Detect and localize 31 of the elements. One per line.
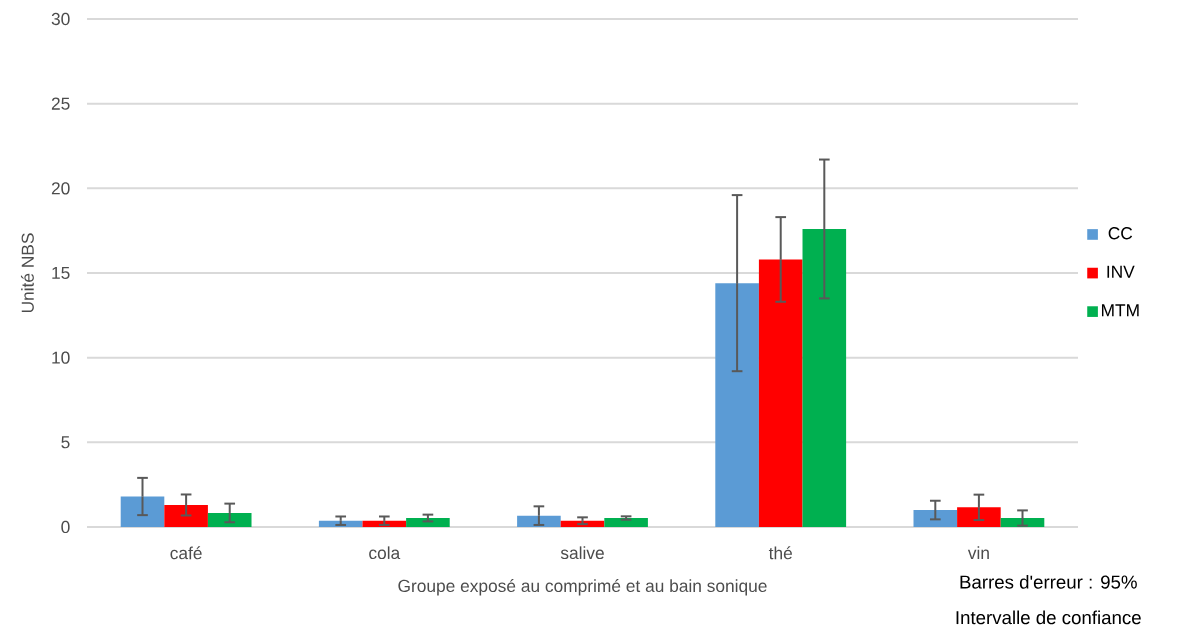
bar <box>802 228 847 527</box>
bar <box>120 496 165 527</box>
legend-label: MTM <box>1101 304 1139 317</box>
legend-label: CC <box>1108 227 1133 240</box>
bar <box>957 507 1001 527</box>
y-tick-label: 5 <box>61 436 70 449</box>
text: Intervalle de confiance <box>956 610 1141 625</box>
bar <box>207 512 252 527</box>
x-tick-label: vin <box>967 546 989 559</box>
x-tick-label: cola <box>369 546 401 560</box>
bar <box>604 518 648 527</box>
bar <box>715 283 759 527</box>
bar <box>758 259 803 527</box>
x-tick-label: salive <box>560 546 604 560</box>
y-tick-label: 25 <box>51 97 70 110</box>
y-tick-label: 30 <box>51 12 70 26</box>
x-tick-label: thé <box>768 546 792 560</box>
text: Barres d'erreur : 95% <box>960 574 1137 589</box>
y-axis-title: Unité NBS <box>20 233 34 313</box>
bar <box>517 515 561 527</box>
bar <box>164 504 208 527</box>
legend-label: INV <box>1107 265 1135 278</box>
x-axis-title: Groupe exposé au comprimé et au bain sonique <box>398 579 767 596</box>
bar <box>406 518 450 527</box>
bar <box>913 510 958 527</box>
bar <box>1000 518 1045 527</box>
y-tick-label: 20 <box>51 182 70 195</box>
y-tick-label: 10 <box>52 351 70 364</box>
y-tick-label: 15 <box>52 266 70 280</box>
y-tick-label: 0 <box>61 520 70 534</box>
x-tick-label: café <box>170 546 202 560</box>
